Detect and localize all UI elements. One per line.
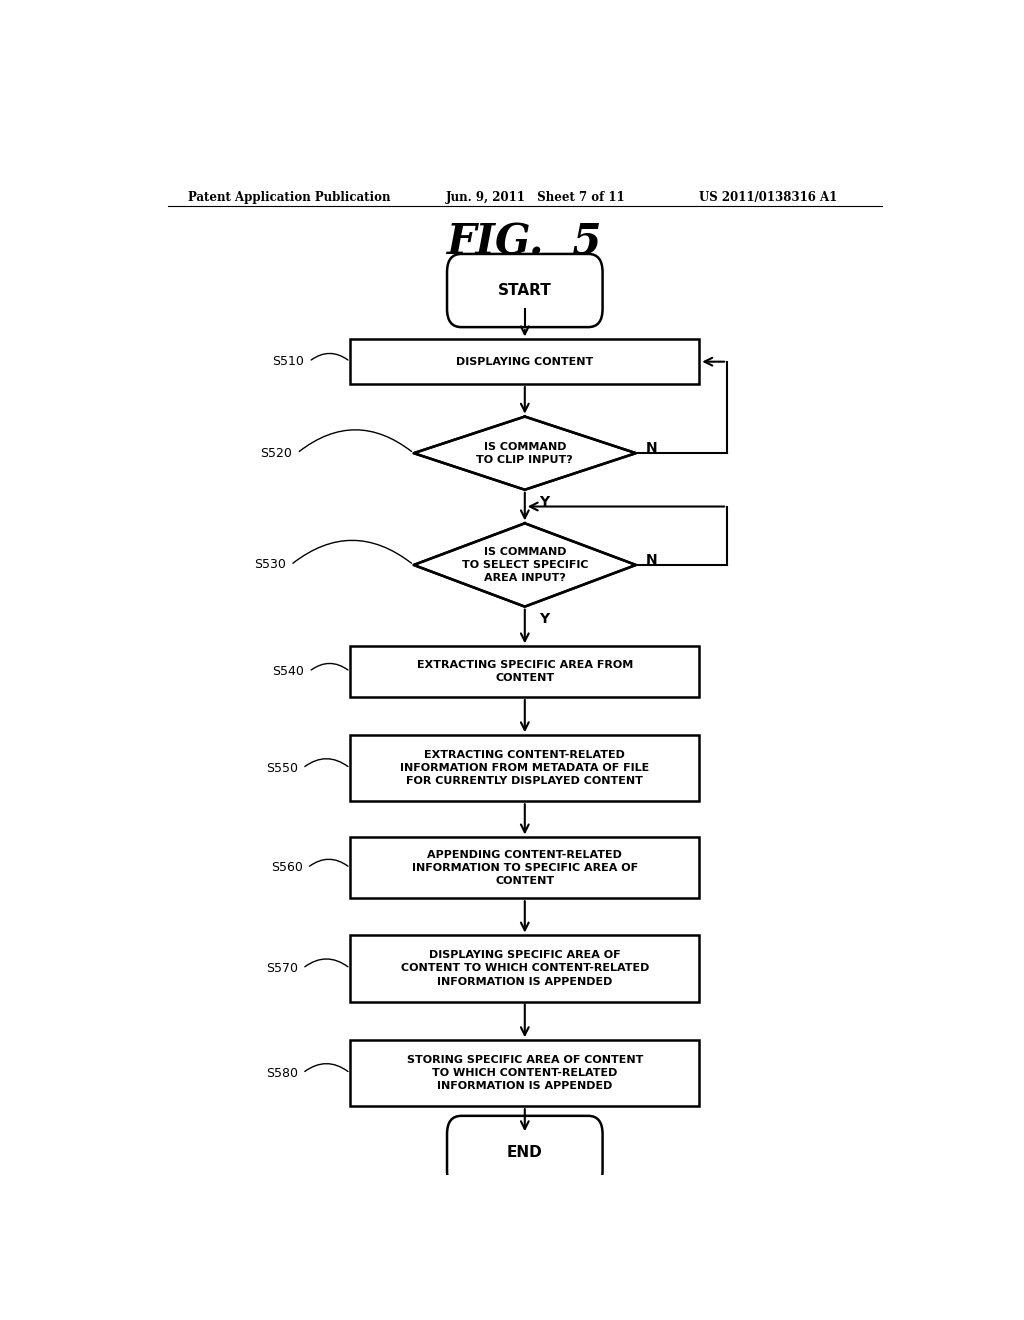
FancyArrowPatch shape [305,759,348,767]
Bar [350,936,699,1002]
FancyBboxPatch shape [447,253,602,327]
Text: Y: Y [539,495,549,508]
FancyArrowPatch shape [305,1064,348,1072]
Bar [350,1040,699,1106]
Text: S550: S550 [266,762,298,775]
Text: DISPLAYING SPECIFIC AREA OF
CONTENT TO WHICH CONTENT-RELATED
INFORMATION IS APPE: DISPLAYING SPECIFIC AREA OF CONTENT TO W… [400,950,649,986]
FancyArrowPatch shape [299,430,412,451]
Text: END: END [507,1144,543,1160]
FancyArrowPatch shape [293,540,412,564]
Text: S520: S520 [260,446,292,459]
Text: S540: S540 [272,665,304,678]
Text: S560: S560 [270,862,303,874]
FancyArrowPatch shape [311,664,348,671]
Polygon shape [414,417,636,490]
Text: S570: S570 [266,962,298,975]
Text: N: N [645,553,657,566]
Text: FIG.  5: FIG. 5 [447,222,602,264]
Text: EXTRACTING SPECIFIC AREA FROM
CONTENT: EXTRACTING SPECIFIC AREA FROM CONTENT [417,660,633,684]
Text: N: N [645,441,657,455]
Text: DISPLAYING CONTENT: DISPLAYING CONTENT [456,356,594,367]
Text: START: START [498,282,552,298]
Bar [350,647,699,697]
Polygon shape [414,523,636,607]
Text: IS COMMAND
TO CLIP INPUT?: IS COMMAND TO CLIP INPUT? [476,442,573,465]
Text: S510: S510 [272,355,304,368]
Text: Jun. 9, 2011   Sheet 7 of 11: Jun. 9, 2011 Sheet 7 of 11 [445,190,625,203]
Text: US 2011/0138316 A1: US 2011/0138316 A1 [699,190,838,203]
Bar [350,735,699,801]
FancyArrowPatch shape [311,354,348,360]
Text: IS COMMAND
TO SELECT SPECIFIC
AREA INPUT?: IS COMMAND TO SELECT SPECIFIC AREA INPUT… [462,546,588,583]
Text: APPENDING CONTENT-RELATED
INFORMATION TO SPECIFIC AREA OF
CONTENT: APPENDING CONTENT-RELATED INFORMATION TO… [412,850,638,886]
Text: S530: S530 [254,558,286,572]
FancyArrowPatch shape [305,958,348,966]
Text: Patent Application Publication: Patent Application Publication [187,190,390,203]
Text: Y: Y [539,611,549,626]
Bar [350,339,699,384]
Text: STORING SPECIFIC AREA OF CONTENT
TO WHICH CONTENT-RELATED
INFORMATION IS APPENDE: STORING SPECIFIC AREA OF CONTENT TO WHIC… [407,1055,643,1092]
FancyBboxPatch shape [447,1115,602,1189]
Bar [350,837,699,899]
Text: EXTRACTING CONTENT-RELATED
INFORMATION FROM METADATA OF FILE
FOR CURRENTLY DISPL: EXTRACTING CONTENT-RELATED INFORMATION F… [400,750,649,787]
Text: S580: S580 [266,1067,298,1080]
FancyArrowPatch shape [309,859,348,866]
